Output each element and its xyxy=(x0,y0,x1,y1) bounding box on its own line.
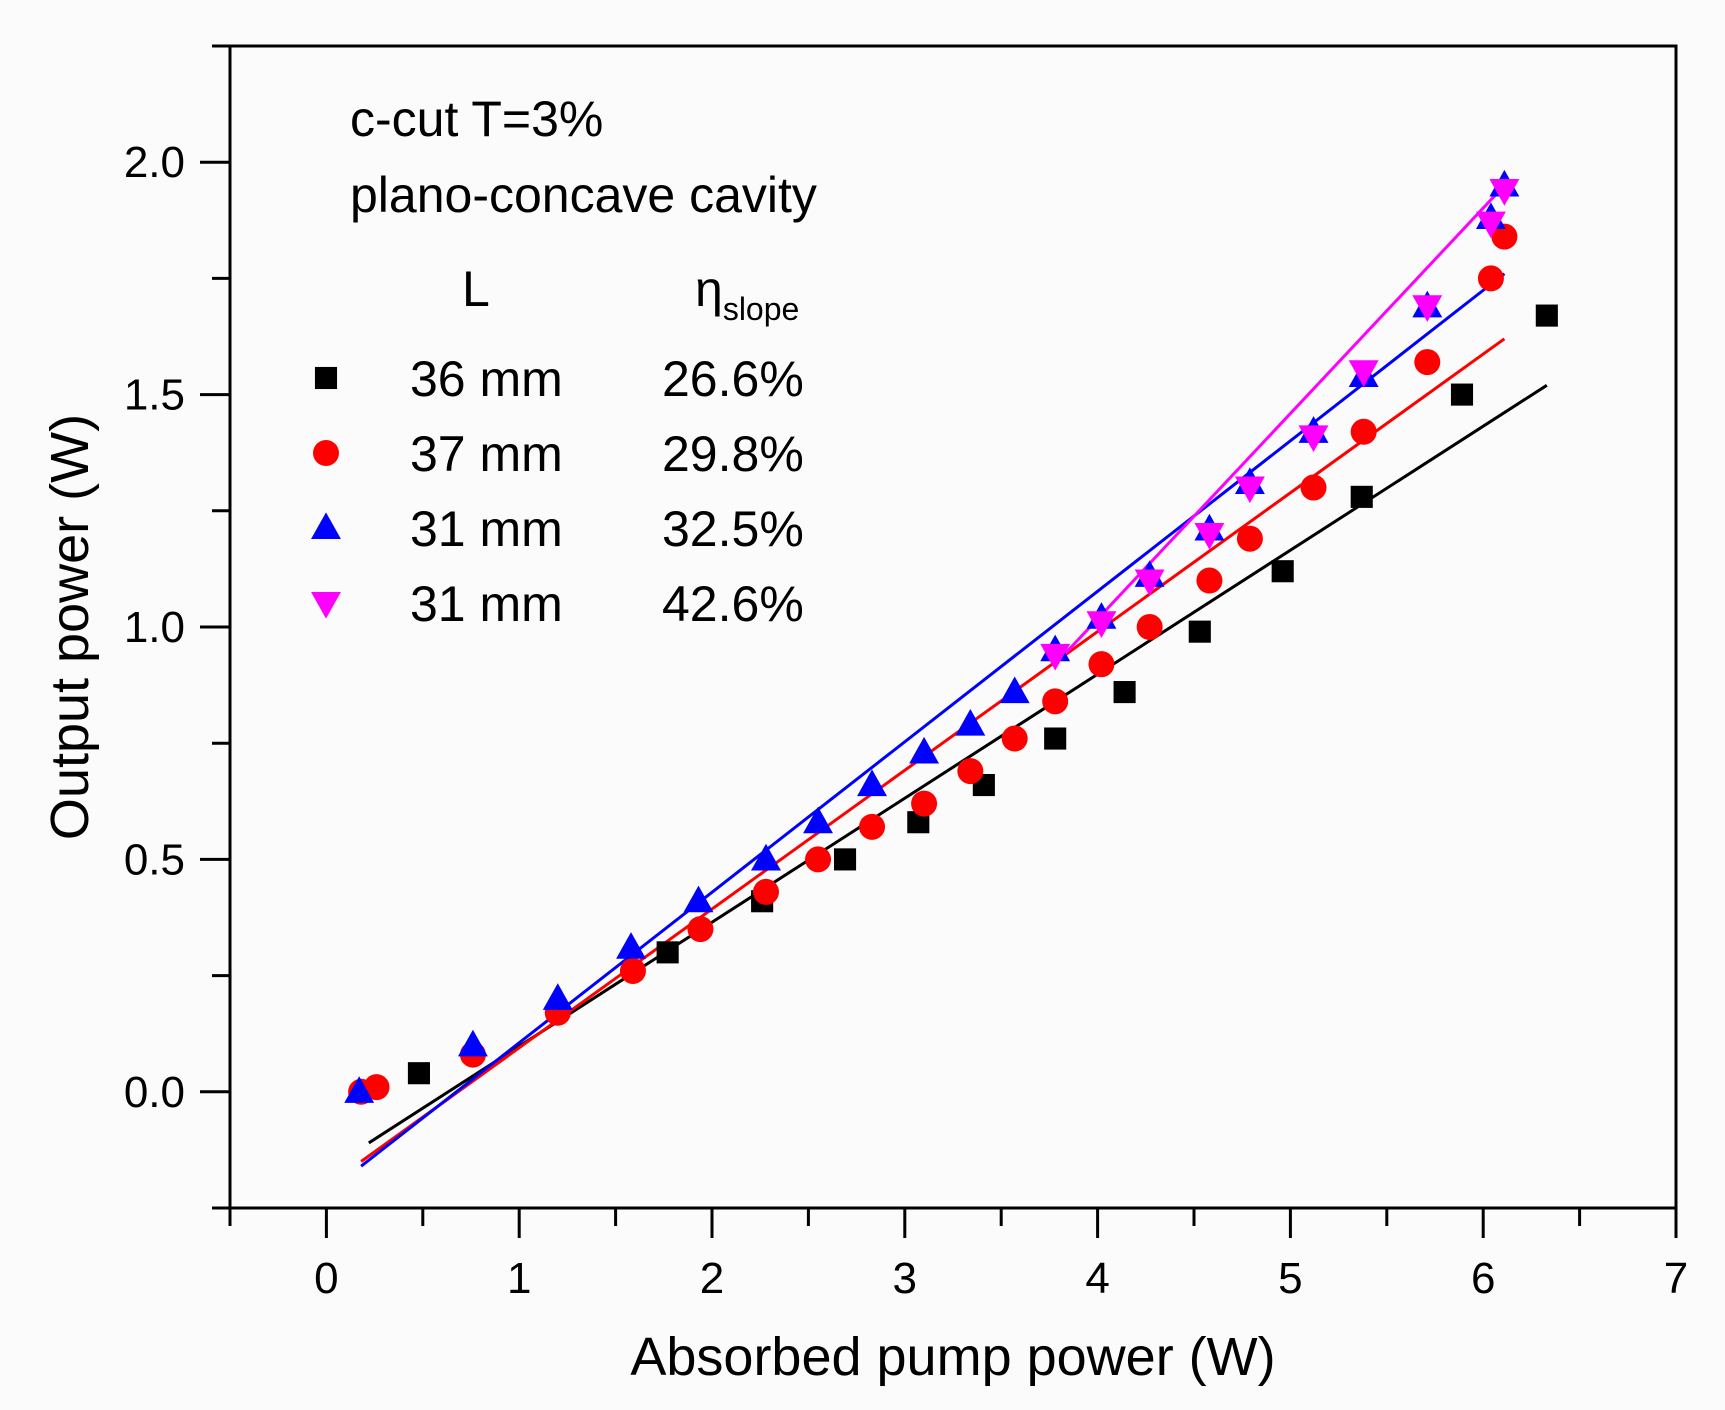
x-tick-label: 3 xyxy=(893,1254,917,1303)
legend-length: 36 mm xyxy=(410,351,563,407)
circle-marker xyxy=(1088,651,1115,678)
square-marker xyxy=(1113,681,1136,704)
y-tick-label: 2.0 xyxy=(124,138,185,187)
square-marker xyxy=(1450,383,1474,406)
square-marker xyxy=(1535,304,1558,327)
triangle-down-marker xyxy=(1348,360,1379,387)
axes: 0 1 2 3 4 5 6 7 0.0 0.5 1.0 1.5 2.0 xyxy=(124,44,1688,1303)
legend: c-cut T=3% plano-concave cavity L ηslope… xyxy=(311,91,817,632)
square-marker xyxy=(1044,727,1067,750)
circle-marker xyxy=(859,813,886,840)
x-tick-label: 5 xyxy=(1278,1254,1302,1303)
circle-marker xyxy=(1350,418,1377,445)
circle-marker xyxy=(1300,474,1327,501)
triangle-up-marker xyxy=(683,885,714,913)
circle-marker xyxy=(1236,525,1263,552)
circle-marker xyxy=(911,790,938,817)
triangle-up-marker xyxy=(857,769,887,797)
legend-length: 31 mm xyxy=(410,576,563,632)
x-axis-label: Absorbed pump power (W) xyxy=(630,1327,1275,1387)
y-axis-label: Output power (W) xyxy=(40,414,100,840)
x-tick-label: 1 xyxy=(507,1254,531,1303)
square-marker xyxy=(1188,620,1211,643)
circle-marker xyxy=(752,878,779,905)
circle-marker xyxy=(957,758,984,785)
circle-marker xyxy=(313,440,339,466)
legend-slope-efficiency: 26.6% xyxy=(662,351,804,407)
legend-length: 37 mm xyxy=(410,426,563,482)
triangle-up-marker xyxy=(616,932,646,959)
legend-slope-efficiency: 32.5% xyxy=(662,501,804,557)
triangle-down-marker xyxy=(1194,522,1225,550)
legend-header-L: L xyxy=(462,261,490,317)
x-tick-label: 2 xyxy=(700,1254,724,1303)
circle-marker xyxy=(1414,349,1441,376)
triangle-up-marker xyxy=(344,1076,375,1103)
triangle-up-marker xyxy=(803,806,833,834)
triangle-up-marker xyxy=(955,709,986,736)
circle-marker xyxy=(805,846,832,873)
x-tick-label: 7 xyxy=(1664,1254,1688,1303)
triangle-up-marker xyxy=(542,983,573,1010)
triangle-up-marker xyxy=(751,843,781,871)
circle-marker xyxy=(363,1074,390,1101)
circle-marker xyxy=(619,957,646,984)
triangle-down-marker xyxy=(1040,643,1071,671)
legend-rows: 36 mm 26.6% 37 mm 29.8% 31 mm 32.5% 31 mm 42.6% xyxy=(311,351,804,632)
square-marker xyxy=(656,941,679,964)
x-tick-label: 6 xyxy=(1471,1254,1495,1303)
triangle-up-marker xyxy=(909,736,940,764)
triangle-down-marker xyxy=(1134,569,1165,597)
triangle-down-marker xyxy=(1412,295,1443,322)
circle-marker xyxy=(1196,567,1223,594)
legend-slope-efficiency: 29.8% xyxy=(662,426,804,482)
fit-line-3 xyxy=(1054,184,1506,666)
x-tick-label: 0 xyxy=(314,1254,338,1303)
y-tick-label: 1.5 xyxy=(124,371,185,420)
triangle-down-marker xyxy=(1475,211,1506,239)
square-marker xyxy=(907,811,930,834)
legend-length: 31 mm xyxy=(410,501,563,557)
x-tick-label: 4 xyxy=(1085,1254,1109,1303)
data-points xyxy=(344,169,1558,1105)
eta-subscript: slope xyxy=(723,291,800,327)
triangle-up-marker xyxy=(457,1029,488,1057)
triangle-down-marker xyxy=(1086,611,1117,638)
circle-marker xyxy=(1001,725,1028,752)
y-tick-label: 0.0 xyxy=(124,1068,185,1117)
triangle-up-marker xyxy=(999,676,1030,704)
triangle-down-marker xyxy=(1234,476,1265,504)
y-tick-label: 1.0 xyxy=(124,603,185,652)
circle-marker xyxy=(1136,614,1163,640)
legend-header-eta: ηslope xyxy=(695,261,799,327)
circle-marker xyxy=(1491,223,1518,250)
triangle-down-marker xyxy=(1298,425,1329,453)
circle-marker xyxy=(1477,265,1504,292)
triangle-down-marker xyxy=(311,591,341,619)
square-marker xyxy=(407,1062,430,1085)
square-marker xyxy=(1350,485,1373,508)
triangle-up-marker xyxy=(311,512,341,540)
legend-slope-efficiency: 42.6% xyxy=(662,576,804,632)
circle-marker xyxy=(687,916,714,943)
circle-marker xyxy=(1042,688,1069,715)
square-marker xyxy=(833,848,857,871)
eta-symbol: η xyxy=(695,261,723,317)
square-marker xyxy=(1271,560,1294,583)
annotation-line1: c-cut T=3% xyxy=(350,91,603,147)
triangle-down-marker xyxy=(1489,179,1520,206)
square-marker xyxy=(314,366,338,390)
y-tick-label: 0.5 xyxy=(124,835,185,884)
annotation-line2: plano-concave cavity xyxy=(350,167,817,223)
